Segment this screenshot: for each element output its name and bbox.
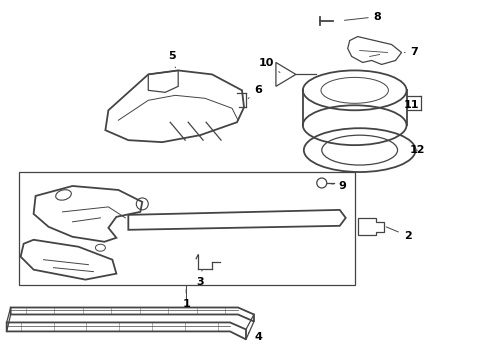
Text: 9: 9 [330,181,346,191]
Bar [19,172,355,285]
Text: 12: 12 [410,145,425,155]
Text: 7: 7 [404,48,418,58]
Text: 2: 2 [386,227,412,241]
Text: 8: 8 [344,12,382,22]
Text: 4: 4 [248,332,262,342]
Text: 11: 11 [404,100,419,110]
Text: 6: 6 [248,85,262,99]
Text: 1: 1 [182,289,190,309]
Text: 3: 3 [196,270,204,287]
Text: 5: 5 [169,51,176,68]
Text: 10: 10 [258,58,280,72]
